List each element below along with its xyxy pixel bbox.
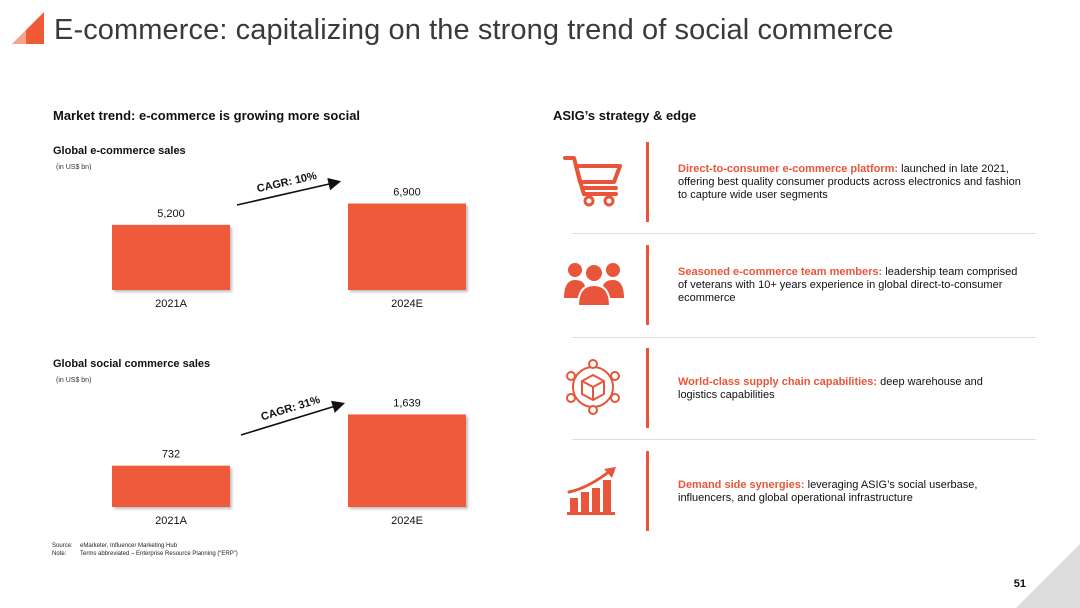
market-trend-heading: Market trend: e-commerce is growing more… bbox=[53, 108, 361, 123]
team-icon bbox=[564, 263, 624, 307]
page-number: 51 bbox=[1013, 578, 1026, 590]
shopping-cart-icon bbox=[563, 156, 622, 207]
chart2-category-label: 2021A bbox=[155, 515, 187, 527]
item2-accent-bar bbox=[646, 245, 649, 325]
strategy-heading: ASIG’s strategy & edge bbox=[553, 108, 697, 123]
item1-accent-bar bbox=[646, 142, 649, 222]
chart1-cagr-arrow bbox=[236, 177, 342, 206]
chart2-value-label: 732 bbox=[162, 449, 180, 461]
divider-2 bbox=[572, 337, 1036, 338]
supply-network-icon bbox=[566, 359, 620, 415]
chart1-value-label: 5,200 bbox=[157, 208, 185, 220]
chart2-unit: (in US$ bn) bbox=[56, 377, 92, 384]
chart1-title: Global e-commerce sales bbox=[53, 145, 186, 157]
corner-decoration bbox=[1016, 544, 1080, 608]
chart1-bar-2021A bbox=[112, 224, 230, 290]
strategy-item-1: Direct-to-consumer e-commerce platform: … bbox=[678, 163, 1021, 201]
chart1-unit: (in US$ bn) bbox=[56, 164, 92, 171]
chart2-cagr-arrow bbox=[240, 400, 346, 436]
chart2-bar-2021A bbox=[112, 465, 230, 507]
brand-logo-icon bbox=[12, 12, 44, 44]
chart2-title: Global social commerce sales bbox=[53, 358, 211, 370]
divider-1 bbox=[572, 233, 1036, 234]
chart1-category-label: 2024E bbox=[391, 298, 423, 310]
footnote-note: Note: Terms abbreviated – Enterprise Reso… bbox=[52, 551, 238, 557]
chart2-category-label: 2024E bbox=[391, 515, 423, 527]
strategy-item-2: Seasoned e-commerce team members: leader… bbox=[678, 266, 1018, 304]
chart2-value-label: 1,639 bbox=[393, 397, 421, 409]
divider-3 bbox=[572, 439, 1036, 440]
growth-chart-icon bbox=[567, 467, 616, 515]
chart1-ecommerce-sales: 5,200 2021A 6,900 2024E CAGR: 10% bbox=[112, 170, 466, 310]
strategy-item-3: World-class supply chain capabilities: d… bbox=[678, 376, 983, 401]
chart1-value-label: 6,900 bbox=[393, 187, 421, 199]
page-title: E-commerce: capitalizing on the strong t… bbox=[54, 14, 894, 46]
chart1-category-label: 2021A bbox=[155, 298, 187, 310]
strategy-item-4: Demand side synergies: leveraging ASIG’s… bbox=[678, 479, 978, 504]
item4-accent-bar bbox=[646, 451, 649, 531]
item3-accent-bar bbox=[646, 348, 649, 428]
chart1-cagr-label: CAGR: 10% bbox=[256, 170, 318, 195]
chart1-bar-2024E bbox=[348, 203, 466, 290]
footnote-source: Source: eMarketer, Influencer Marketing H… bbox=[52, 543, 178, 549]
chart2-bar-2024E bbox=[348, 414, 466, 507]
